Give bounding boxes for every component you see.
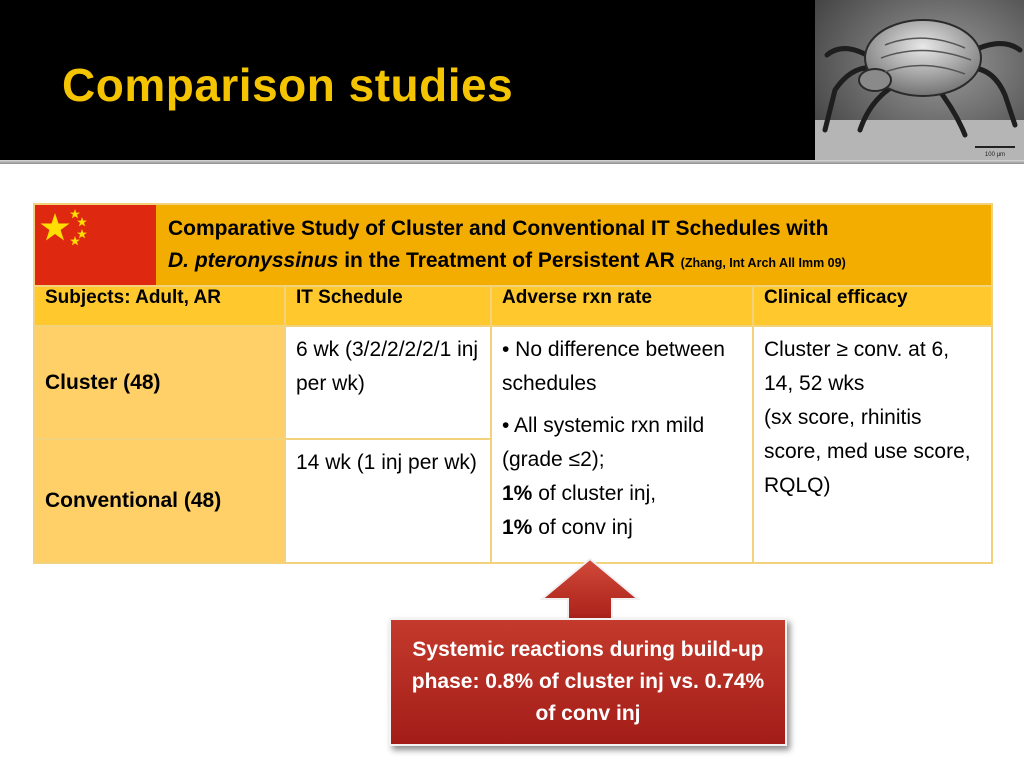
adverse-cluster-pct: 1% bbox=[502, 482, 533, 505]
slide-header: Comparison studies bbox=[0, 0, 1024, 160]
header-divider bbox=[0, 160, 1024, 164]
china-flag-icon bbox=[33, 203, 156, 287]
study-title-species: D. pteronyssinus bbox=[168, 249, 339, 272]
cluster-schedule: 6 wk (3/2/2/2/2/1 inj per wk) bbox=[284, 325, 492, 440]
row-label-conventional: Conventional (48) bbox=[33, 438, 286, 564]
efficacy-line-1: Cluster ≥ conv. at 6, 14, 52 wks bbox=[764, 338, 950, 395]
column-header-efficacy: Clinical efficacy bbox=[751, 285, 994, 327]
adverse-conv-pct: 1% bbox=[502, 516, 533, 539]
column-header-schedule: IT Schedule bbox=[284, 285, 492, 327]
table-header-row: Subjects: Adult, AR IT Schedule Adverse … bbox=[33, 285, 994, 327]
slide-title: Comparison studies bbox=[62, 59, 514, 111]
scale-bar-label: 100 µm bbox=[985, 152, 1005, 158]
callout-text: Systemic reactions during build-up phase… bbox=[411, 638, 765, 725]
adverse-cluster-rate: 1% of cluster inj, bbox=[502, 477, 742, 511]
conventional-schedule: 14 wk (1 inj per wk) bbox=[284, 438, 492, 564]
adverse-rate-cell: • No difference between schedules • All … bbox=[490, 325, 754, 564]
study-citation: (Zhang, Int Arch All Imm 09) bbox=[680, 256, 846, 270]
adverse-bullet-1: • No difference between schedules bbox=[502, 338, 725, 395]
table-row-cluster: Cluster (48) 6 wk (3/2/2/2/2/1 inj per w… bbox=[33, 325, 994, 564]
study-title-line1: Comparative Study of Cluster and Convent… bbox=[168, 217, 829, 240]
efficacy-line-2: (sx score, rhinitis score, med use score… bbox=[764, 406, 971, 497]
adverse-conv-text: of conv inj bbox=[532, 516, 633, 539]
column-header-subjects: Subjects: Adult, AR bbox=[33, 285, 286, 327]
study-title-line2: in the Treatment of Persistent AR bbox=[338, 249, 681, 272]
systemic-reactions-callout: Systemic reactions during build-up phase… bbox=[389, 618, 787, 746]
study-title: Comparative Study of Cluster and Convent… bbox=[153, 203, 994, 287]
column-header-adverse: Adverse rxn rate bbox=[490, 285, 754, 327]
adverse-conv-rate: 1% of conv inj bbox=[502, 511, 742, 545]
row-label-cluster: Cluster (48) bbox=[33, 325, 286, 440]
clinical-efficacy-cell: Cluster ≥ conv. at 6, 14, 52 wks (sx sco… bbox=[751, 325, 994, 564]
adverse-cluster-text: of cluster inj, bbox=[532, 482, 657, 505]
dust-mite-photo-icon: 100 µm bbox=[815, 0, 1024, 160]
adverse-bullet-2: • All systemic rxn mild (grade ≤2); bbox=[502, 414, 705, 471]
up-arrow-icon bbox=[539, 557, 641, 626]
table-title-row: Comparative Study of Cluster and Convent… bbox=[33, 203, 994, 287]
table-row-conventional: Conventional (48) 14 wk (1 inj per wk) bbox=[33, 438, 992, 564]
comparison-table: Comparative Study of Cluster and Convent… bbox=[33, 203, 994, 564]
